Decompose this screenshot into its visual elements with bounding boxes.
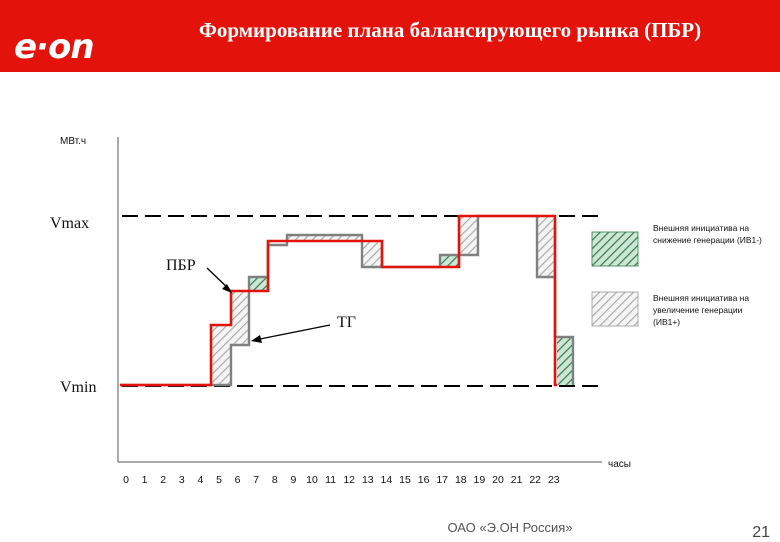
hour-tick-label: 12 — [343, 474, 355, 486]
hour-tick-label: 14 — [381, 474, 393, 486]
hour-tick-label: 7 — [253, 474, 259, 486]
tg-line — [120, 214, 575, 387]
hour-tick-label: 22 — [529, 474, 541, 486]
vmax-label: Vmax — [50, 215, 89, 232]
increase-area — [231, 291, 249, 345]
tg-label: ТГ — [337, 314, 356, 331]
legend-decrease-line2: снижение генерации (ИВ1-) — [653, 235, 762, 245]
hour-tick-label: 21 — [511, 474, 523, 486]
eon-logo: e·on — [14, 27, 95, 67]
hour-tick-label: 13 — [362, 474, 374, 486]
hour-tick-label: 11 — [325, 474, 336, 486]
hour-tick-label: 9 — [290, 474, 296, 486]
legend-increase-line3: (ИВ1+) — [653, 317, 680, 327]
increase-area — [459, 216, 478, 255]
hour-tick-label: 15 — [399, 474, 411, 486]
pbr-label: ПБР — [166, 257, 196, 274]
hour-tick-label: 20 — [492, 474, 504, 486]
pbr-arrowhead — [222, 284, 232, 293]
decrease-area — [249, 277, 268, 291]
increase-area — [537, 216, 555, 277]
legend-increase-line1: Внешняя инициатива на — [653, 293, 749, 303]
hour-tick-label: 0 — [123, 474, 129, 486]
tg-arrow — [254, 324, 331, 341]
hour-tick-label: 6 — [235, 474, 241, 486]
increase-area — [287, 235, 362, 241]
legend-increase-line2: увеличение генерации — [653, 305, 743, 315]
legend-decrease-line1: Внешняя инициатива на — [653, 223, 749, 233]
decrease-area — [440, 255, 459, 267]
hour-tick-label: 2 — [160, 474, 166, 486]
hour-labels: 0 1 2 3 4 5 6 7 8 9 10 11 12 13 14 15 16 17 18 19 20 21 22 23 — [123, 474, 560, 486]
hour-tick-label: 23 — [548, 474, 560, 486]
legend-swatch-increase — [591, 291, 639, 327]
hour-tick-label: 18 — [455, 474, 467, 486]
vmin-label: Vmin — [60, 379, 96, 396]
legend-swatch-decrease — [591, 231, 639, 267]
footer-company: ОАО «Э.ОН Россия» — [447, 520, 573, 535]
increase-area — [362, 241, 382, 267]
x-axis-unit: часы — [608, 459, 631, 470]
hour-tick-label: 8 — [272, 474, 278, 486]
hour-tick-label: 4 — [197, 474, 203, 486]
page-title: Формирование плана балансирующего рынка … — [198, 18, 702, 42]
hour-tick-label: 10 — [306, 474, 318, 486]
decrease-area — [557, 337, 573, 385]
pbr-line — [120, 214, 557, 387]
hour-tick-label: 1 — [142, 474, 148, 486]
hour-tick-label: 3 — [179, 474, 185, 486]
hour-tick-label: 19 — [474, 474, 486, 486]
hour-tick-label: 16 — [418, 474, 430, 486]
increase-area — [211, 325, 231, 386]
header-bar: e·on Формирование плана балансирующего р… — [0, 0, 780, 72]
hour-tick-label: 5 — [216, 474, 222, 486]
page-number: 21 — [752, 524, 770, 541]
tg-arrowhead — [251, 335, 262, 343]
y-axis-unit: МВт.ч — [60, 136, 86, 147]
hour-tick-label: 17 — [436, 474, 448, 486]
